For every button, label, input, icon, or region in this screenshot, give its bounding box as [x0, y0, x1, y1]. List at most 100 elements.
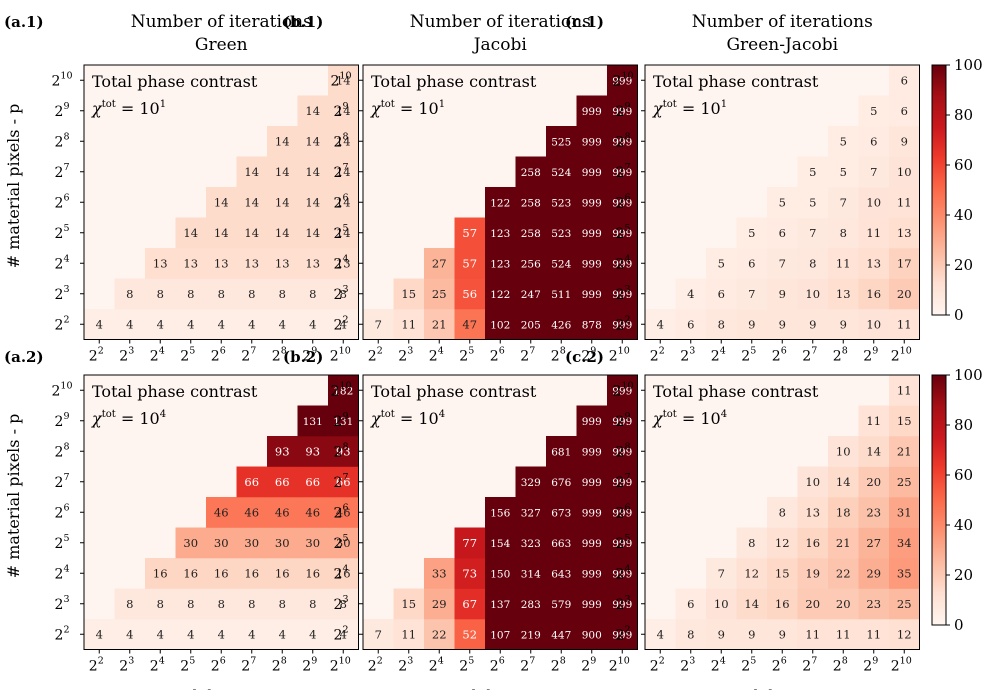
heatmap-cell [576, 558, 608, 589]
heatmap-cell [889, 156, 920, 188]
heatmap-cell [576, 309, 608, 340]
y-tick-label: 26 [616, 192, 631, 211]
cell-value-label: 9 [779, 287, 786, 301]
cell-value-label: 999 [612, 538, 632, 550]
heatmap-cell [576, 466, 608, 498]
cell-value-label: 8 [840, 226, 847, 240]
panel-tag: (a.1) [4, 13, 44, 31]
cell-value-label: 16 [214, 566, 229, 580]
cell-value-label: 47 [462, 317, 477, 331]
cell-value-label: 46 [244, 505, 259, 519]
heatmap-cell [828, 278, 859, 310]
annotation-phase-contrast: Total phase contrast [653, 382, 819, 401]
heatmap-cell [328, 126, 359, 157]
cell-value-label: 8 [687, 627, 694, 641]
x-tick-label: 28 [551, 346, 566, 365]
heatmap-cell [767, 248, 798, 279]
y-tick-label: 210 [330, 70, 351, 89]
y-tick-label: 26 [55, 502, 70, 521]
cell-value-label: 681 [551, 446, 571, 458]
cell-value-label: 66 [244, 475, 259, 489]
heatmap-cell [828, 588, 859, 620]
cell-value-label: 22 [836, 566, 851, 580]
cell-value-label: 57 [462, 256, 477, 270]
heatmap-cell [828, 187, 859, 218]
cell-value-label: 4 [218, 627, 225, 641]
x-tick-label: 22 [368, 656, 383, 675]
heatmap-cell [889, 619, 920, 650]
heatmap-cell [297, 309, 329, 340]
cell-value-label: 16 [775, 597, 790, 611]
heatmap-cell [515, 619, 547, 650]
cell-value-label: 11 [401, 317, 416, 331]
heatmap-cell [297, 156, 329, 188]
cell-value-label: 25 [897, 475, 912, 489]
colorbar-tick-label: 80 [954, 106, 973, 124]
heatmap-cell [797, 187, 829, 218]
cell-value-label: 16 [153, 566, 168, 580]
cell-value-label: 31 [897, 505, 912, 519]
x-tick-label: 28 [833, 656, 848, 675]
cell-value-label: 4 [96, 317, 103, 331]
heatmap-cell [797, 466, 829, 498]
heatmap-cell [828, 527, 859, 559]
x-tick-label: 25 [180, 346, 195, 365]
cell-value-label: 8 [718, 317, 725, 331]
y-tick-label: 24 [616, 253, 631, 272]
cell-value-label: 999 [612, 228, 632, 240]
cell-value-label: 14 [244, 165, 259, 179]
cell-value-label: 7 [748, 287, 755, 301]
panel-tag: (c.2) [565, 348, 604, 366]
cell-value-label: 14 [305, 195, 320, 209]
heatmap-cell [546, 126, 577, 157]
colorbar-tick-label: 80 [954, 416, 973, 434]
cell-value-label: 5 [840, 134, 847, 148]
y-tick-label: 22 [334, 624, 349, 643]
heatmap-cell [424, 619, 455, 650]
cell-value-label: 12 [775, 536, 790, 550]
cell-value-label: 10 [836, 444, 851, 458]
cell-value-label: 999 [582, 538, 602, 550]
cell-value-label: 20 [836, 597, 851, 611]
cell-value-label: 14 [744, 597, 759, 611]
heatmap-cell [767, 619, 798, 650]
y-tick-label: 26 [55, 192, 70, 211]
x-tick-label: 29 [581, 346, 596, 365]
y-tick-label: 29 [334, 101, 349, 120]
cell-value-label: 643 [551, 568, 571, 580]
heatmap-cell [454, 248, 486, 279]
heatmap-cell [267, 497, 298, 528]
cell-value-label: 14 [244, 195, 259, 209]
y-tick-label: 28 [616, 131, 631, 150]
heatmap-cell [607, 156, 638, 188]
x-tick-label: 210 [330, 656, 351, 675]
heatmap-cell [858, 95, 890, 127]
heatmap-cell [828, 126, 859, 157]
cell-value-label: 27 [432, 256, 447, 270]
heatmap-cell [328, 436, 359, 467]
heatmap-cell [424, 278, 455, 310]
x-tick-label: 22 [89, 656, 104, 675]
heatmap-cell [206, 497, 237, 528]
heatmap-cell [546, 156, 577, 188]
cell-value-label: 46 [214, 505, 229, 519]
annotation-chi-tot: χtot = 101 [91, 99, 166, 118]
cell-value-label: 10 [714, 597, 729, 611]
heatmap-cell [424, 588, 455, 620]
cell-value-label: 447 [551, 629, 571, 641]
heatmap-cell [206, 217, 237, 249]
annotation-phase-contrast: Total phase contrast [92, 382, 258, 401]
heatmap-cell [889, 436, 920, 467]
y-tick-label: 24 [55, 563, 70, 582]
heatmap-cell [546, 436, 577, 467]
heatmap-cell [267, 217, 298, 249]
heatmap-panel-3: 4 6 8 9 9 9 9 10 114 6 7 9 10 13 16 205 6 7 8 11 13 175 6 7 8 11 1… [565, 12, 920, 365]
heatmap-cell [84, 309, 115, 340]
heatmap-cell [424, 248, 455, 279]
cell-value-label: 878 [582, 319, 602, 331]
annotation-chi-tot: χtot = 104 [652, 409, 727, 428]
cell-value-label: 8 [748, 536, 755, 550]
cell-value-label: 11 [836, 627, 851, 641]
x-tick-label: 22 [650, 346, 665, 365]
cell-value-label: 14 [836, 475, 851, 489]
